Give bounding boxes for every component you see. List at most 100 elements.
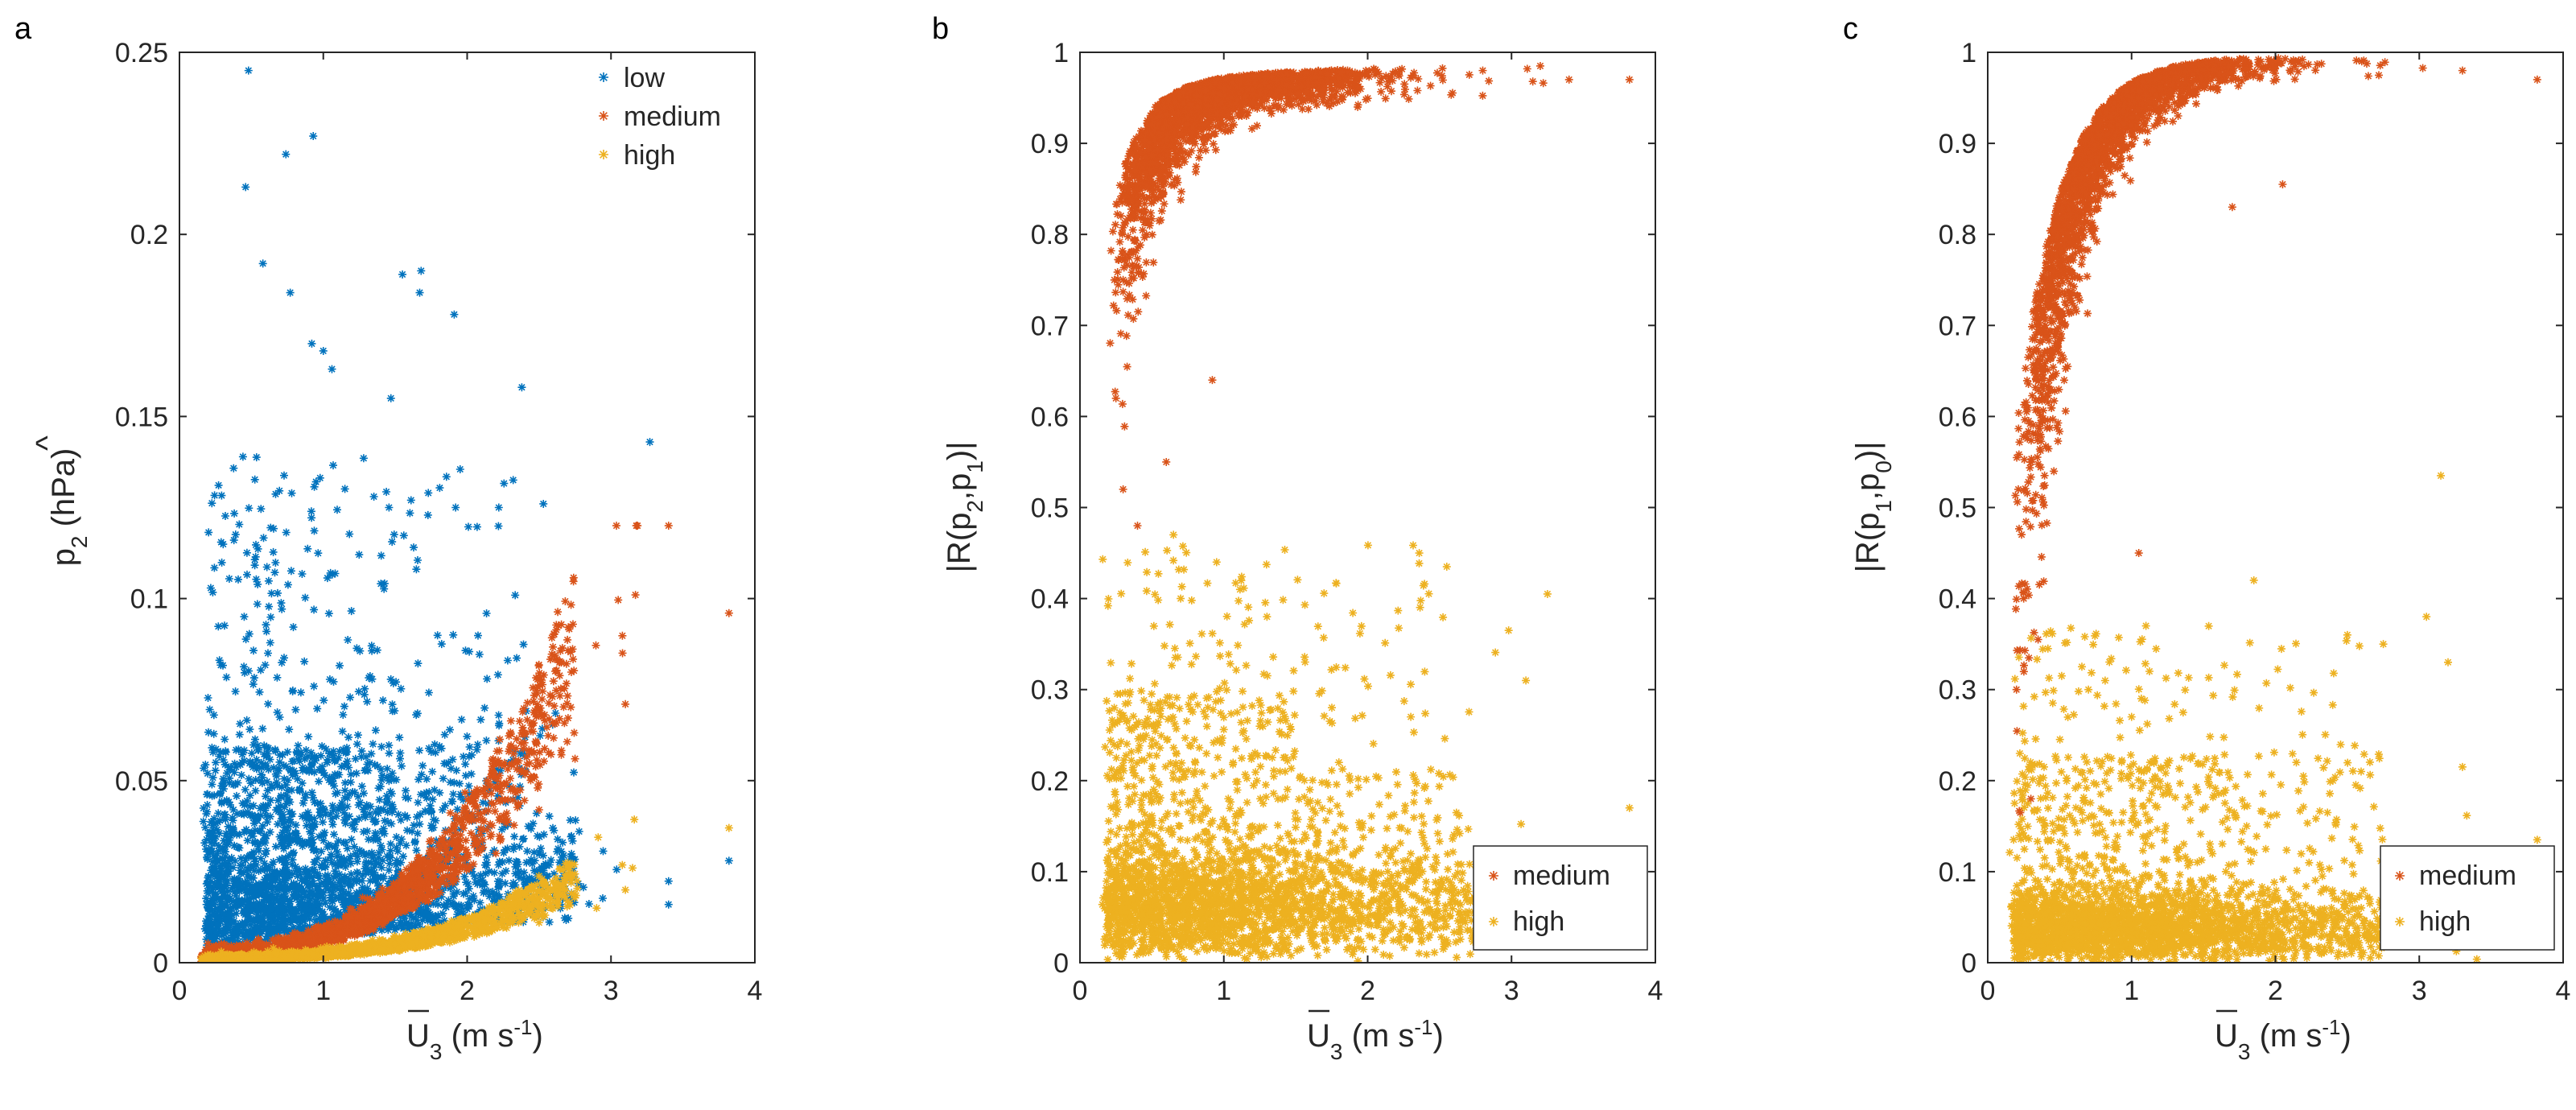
data-point — [280, 654, 288, 662]
data-point — [487, 830, 496, 839]
data-point — [245, 725, 254, 734]
data-point — [274, 897, 282, 906]
data-point — [400, 895, 409, 904]
data-point — [527, 746, 536, 755]
data-point — [219, 540, 228, 549]
data-point — [502, 778, 511, 787]
data-point — [550, 667, 559, 675]
data-point — [265, 881, 274, 889]
data-point — [460, 788, 469, 797]
data-point — [407, 860, 416, 869]
data-point — [310, 768, 319, 777]
data-point — [345, 812, 354, 821]
data-point — [519, 726, 528, 735]
data-point — [371, 807, 380, 816]
data-point — [205, 901, 214, 910]
data-point — [222, 673, 231, 682]
data-point — [505, 782, 513, 790]
data-point — [251, 826, 259, 835]
data-point — [392, 775, 401, 784]
data-point — [460, 823, 468, 832]
data-point — [425, 850, 434, 859]
data-point — [470, 833, 479, 842]
data-point — [280, 875, 289, 884]
data-point — [291, 940, 299, 949]
data-point — [344, 790, 353, 798]
data-point — [252, 575, 261, 584]
data-point — [278, 605, 286, 613]
data-point — [531, 708, 540, 717]
data-point — [208, 588, 217, 596]
data-point — [257, 505, 266, 514]
data-point — [242, 889, 251, 897]
data-point — [470, 799, 479, 808]
data-point — [344, 732, 353, 741]
data-point — [258, 919, 266, 928]
data-point — [244, 66, 253, 75]
data-point — [612, 522, 620, 530]
data-point — [410, 864, 418, 873]
data-point — [407, 879, 416, 888]
data-point — [567, 600, 575, 609]
data-point — [266, 523, 275, 532]
data-point — [438, 877, 446, 885]
data-point — [392, 879, 401, 888]
data-point — [304, 732, 313, 741]
data-point — [291, 889, 299, 898]
data-point — [266, 796, 275, 805]
data-point — [224, 836, 233, 844]
data-point — [392, 844, 401, 852]
data-point — [335, 894, 343, 903]
data-point — [361, 915, 370, 924]
data-point — [269, 857, 278, 866]
data-point — [328, 897, 337, 906]
data-point — [352, 889, 361, 897]
data-point — [380, 579, 389, 588]
data-point — [387, 885, 396, 894]
data-point — [446, 725, 454, 734]
data-point — [300, 913, 309, 922]
data-point — [439, 864, 447, 873]
data-point — [241, 635, 250, 644]
data-point — [245, 504, 253, 513]
data-point — [386, 894, 394, 903]
data-point — [363, 697, 372, 706]
data-point — [253, 842, 262, 851]
data-point — [476, 787, 485, 796]
data-point — [314, 926, 323, 935]
data-point — [257, 811, 265, 820]
data-point — [318, 908, 327, 917]
data-point — [286, 567, 295, 576]
data-point — [377, 873, 385, 881]
data-point — [365, 810, 374, 818]
data-point — [557, 750, 566, 759]
data-point — [574, 879, 583, 888]
data-point — [346, 859, 355, 868]
data-point — [435, 888, 444, 897]
data-point — [545, 918, 554, 926]
data-point — [295, 898, 303, 906]
data-point — [202, 946, 211, 955]
data-point — [341, 931, 350, 939]
data-point — [319, 696, 328, 705]
data-point — [455, 818, 464, 827]
data-point — [267, 781, 276, 790]
data-point — [201, 761, 210, 770]
data-point — [297, 748, 306, 757]
data-point — [352, 857, 361, 866]
data-point — [631, 591, 640, 600]
data-point — [422, 794, 431, 803]
data-point — [456, 831, 465, 840]
data-point — [295, 834, 303, 843]
data-point — [530, 848, 538, 856]
data-point — [212, 745, 221, 753]
data-point — [344, 875, 353, 884]
data-point — [366, 888, 375, 897]
data-point — [262, 743, 271, 752]
data-point — [329, 461, 337, 470]
data-point — [275, 757, 284, 766]
data-point — [435, 484, 444, 493]
data-point — [494, 860, 503, 869]
data-point — [222, 829, 230, 838]
data-point — [205, 906, 214, 915]
